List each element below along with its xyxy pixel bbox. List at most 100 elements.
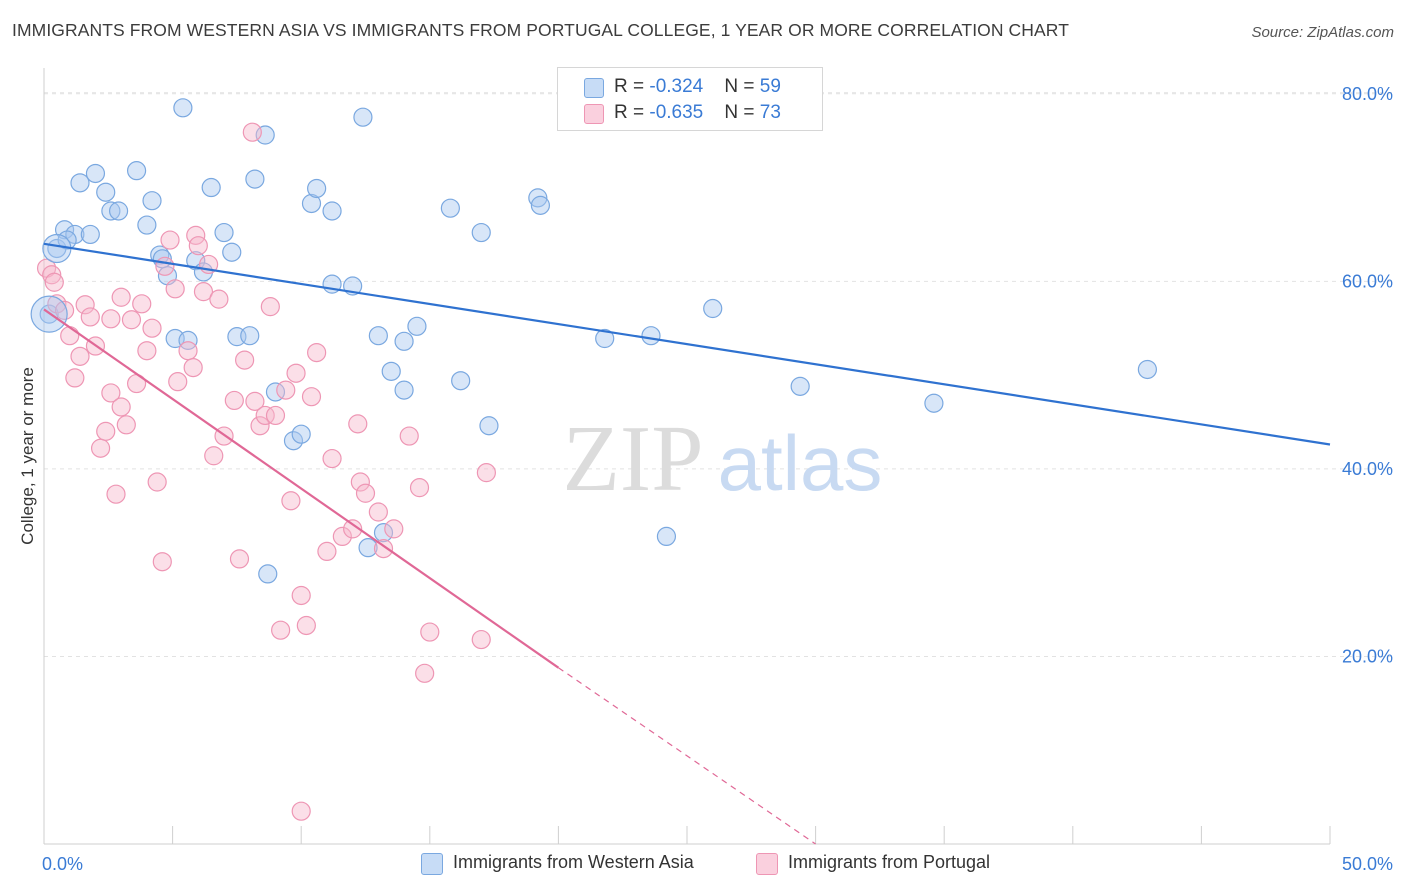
series-pink <box>36 122 496 821</box>
y-tick-label: 20.0% <box>1342 646 1393 666</box>
data-point-pink <box>183 357 203 378</box>
y-tick-label: 80.0% <box>1342 84 1393 104</box>
data-point-pink <box>307 342 327 363</box>
y-axis-label: College, 1 year or more <box>18 367 37 545</box>
data-point-blue <box>790 376 810 396</box>
data-point-pink <box>106 484 126 504</box>
data-point-blue <box>641 326 661 346</box>
data-point-blue <box>440 198 460 218</box>
data-point-pink <box>476 463 496 483</box>
data-point-blue <box>301 193 322 214</box>
data-point-pink <box>101 309 121 329</box>
correlation-legend: R = -0.324 N = 59 R = -0.635 N = 73 <box>557 67 823 131</box>
data-point-blue <box>924 393 944 413</box>
data-point-pink <box>111 397 131 417</box>
data-point-pink <box>384 519 404 539</box>
watermark-atlas: atlas <box>718 419 883 507</box>
data-point-pink <box>168 372 188 392</box>
data-point-blue <box>186 251 206 271</box>
watermark: ZIP atlas <box>563 407 883 511</box>
data-point-pink <box>332 526 352 547</box>
legend-swatch-blue <box>421 853 443 875</box>
data-point-pink <box>471 629 491 650</box>
data-point-pink <box>350 472 370 492</box>
data-point-pink <box>188 236 208 256</box>
data-point-blue <box>528 188 548 208</box>
legend-r-label: R = <box>614 102 650 123</box>
legend-r-label: R = <box>614 76 650 97</box>
data-point-blue <box>178 330 198 350</box>
data-point-pink <box>322 448 342 469</box>
data-point-blue <box>173 98 193 118</box>
data-point-pink <box>111 287 131 307</box>
data-point-blue <box>479 416 499 436</box>
legend-r-value: -0.635 <box>649 102 704 123</box>
tick-labels: 20.0% 40.0% 60.0% 80.0% 0.0% 50.0% <box>42 84 1393 874</box>
data-point-pink <box>204 446 224 466</box>
data-point-blue <box>291 424 311 444</box>
y-tick-label: 60.0% <box>1342 271 1393 291</box>
data-point-blue <box>530 195 550 215</box>
data-point-blue <box>595 328 615 349</box>
data-point-pink <box>137 341 157 361</box>
legend-label-western-asia: Immigrants from Western Asia <box>453 852 694 872</box>
data-point-blue <box>142 191 162 211</box>
data-point-pink <box>355 483 376 503</box>
data-point-blue <box>394 331 414 351</box>
data-point-pink <box>317 541 337 562</box>
data-point-blue <box>451 371 471 391</box>
data-point-pink <box>160 230 180 250</box>
data-point-blue <box>322 201 342 221</box>
data-point-pink <box>116 415 136 435</box>
data-point-blue <box>471 222 491 243</box>
data-point-pink <box>271 620 291 640</box>
data-point-blue <box>368 326 388 346</box>
y-tick-label: 40.0% <box>1342 459 1393 479</box>
data-point-blue <box>381 361 401 381</box>
data-point-blue <box>703 298 723 319</box>
source-credit: Source: ZipAtlas.com <box>1251 24 1394 41</box>
trend-extension-pink <box>558 667 816 845</box>
data-point-pink <box>80 307 100 327</box>
data-point-pink <box>90 438 111 458</box>
data-point-pink <box>121 310 142 330</box>
data-point-pink <box>368 502 388 522</box>
data-point-pink <box>224 390 244 411</box>
x-tick-label: 0.0% <box>42 854 83 874</box>
data-point-blue <box>80 224 100 245</box>
data-point-pink <box>70 346 90 366</box>
data-point-blue <box>373 523 394 543</box>
legend-n-value: 73 <box>759 102 781 123</box>
data-point-blue <box>85 163 106 184</box>
data-point-pink <box>399 426 419 446</box>
data-point-pink <box>409 478 430 498</box>
legend-r-value: -0.324 <box>649 76 704 97</box>
trend-lines <box>43 242 1331 845</box>
data-point-pink <box>155 256 175 276</box>
data-point-blue <box>70 173 90 193</box>
data-point-pink <box>96 421 116 441</box>
legend-n-label: N = <box>724 102 760 123</box>
data-point-pink <box>47 294 67 314</box>
data-point-blue <box>201 177 221 198</box>
chart-title: IMMIGRANTS FROM WESTERN ASIA VS IMMIGRAN… <box>12 20 1070 40</box>
data-point-pink <box>65 368 85 388</box>
data-point-pink <box>235 350 255 370</box>
data-point-blue <box>108 201 129 221</box>
data-point-pink <box>132 294 152 314</box>
data-point-pink <box>265 405 286 426</box>
data-point-pink <box>75 295 95 315</box>
data-point-pink <box>250 416 270 436</box>
data-point-pink <box>44 272 64 292</box>
axes <box>43 68 1331 845</box>
data-point-blue <box>353 107 373 127</box>
data-point-pink <box>209 289 229 309</box>
data-point-pink <box>291 585 311 606</box>
data-point-pink <box>255 405 275 426</box>
legend-swatch-pink <box>584 104 604 124</box>
data-point-pink <box>281 491 301 511</box>
data-point-pink <box>242 122 262 142</box>
data-point-blue <box>126 161 147 181</box>
data-point-blue <box>394 380 414 400</box>
